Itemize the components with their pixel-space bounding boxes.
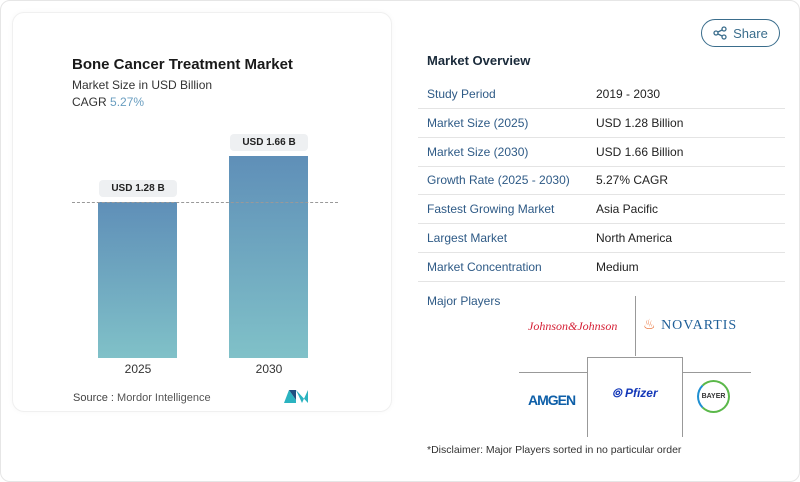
divider	[635, 296, 636, 356]
row-key: Fastest Growing Market	[427, 202, 555, 217]
row-value: North America	[596, 231, 673, 245]
bar-2030	[229, 156, 308, 358]
overview-row: Market Size (2025) USD 1.28 Billion	[418, 109, 785, 138]
share-button[interactable]: Share	[701, 19, 780, 47]
row-value: USD 1.28 Billion	[596, 115, 684, 130]
row-value: 2019 - 2030	[596, 87, 661, 101]
logo-pfizer: ⦾ Pfizer	[612, 386, 658, 400]
mordor-logo-icon	[284, 390, 308, 403]
row-value: USD 1.66 Billion	[596, 144, 684, 159]
cagr-value: 5.27%	[110, 95, 145, 109]
overview-row: Study Period 2019 - 2030	[418, 80, 785, 109]
row-key: Market Size (2025)	[427, 115, 529, 130]
data-label: USD 1.28 B	[99, 180, 177, 198]
row-value: Medium	[596, 259, 639, 274]
chart-subtitle: Market Size in USD Billion	[72, 78, 213, 92]
source: Source : Mordor Intelligence	[73, 392, 211, 404]
row-key: Market Concentration	[427, 259, 542, 274]
x-tick-label: 2030	[255, 362, 283, 376]
pfizer-icon: ⦾	[612, 386, 622, 400]
divider	[683, 372, 751, 373]
x-tick-label: 2025	[124, 362, 152, 376]
cagr-label: CAGR	[72, 95, 107, 109]
reference-line	[72, 202, 338, 203]
overview-title: Market Overview	[427, 53, 531, 68]
row-key: Largest Market	[427, 231, 508, 245]
logo-bayer: BAYER	[697, 380, 730, 413]
novartis-flame-icon: ♨	[643, 318, 657, 333]
chart-title: Bone Cancer Treatment Market	[72, 56, 293, 73]
data-label: USD 1.66 B	[230, 134, 308, 151]
logo-amgen: AMGEN	[528, 392, 576, 408]
logo-johnson: Johnson&Johnson	[528, 319, 618, 333]
row-key: Market Size (2030)	[427, 144, 529, 159]
row-value: 5.27% CAGR	[596, 173, 669, 188]
share-icon	[713, 26, 727, 40]
source-label: Source :	[73, 392, 114, 404]
logo-box	[587, 357, 683, 437]
divider	[519, 372, 587, 373]
overview-row: Largest Market North America	[418, 224, 785, 253]
share-label: Share	[733, 25, 768, 41]
overview-row: Market Size (2030) USD 1.66 Billion	[418, 138, 785, 167]
bar-2025	[98, 202, 177, 358]
chart-card	[12, 12, 392, 412]
logo-novartis: ♨ NOVARTIS	[643, 318, 738, 333]
row-key: Study Period	[427, 87, 496, 101]
row-key: Growth Rate (2025 - 2030)	[427, 173, 570, 188]
overview-row: Fastest Growing Market Asia Pacific	[418, 195, 785, 225]
source-name: Mordor Intelligence	[117, 392, 211, 404]
overview-row: Growth Rate (2025 - 2030) 5.27% CAGR	[418, 166, 785, 196]
overview-row: Market Concentration Medium	[418, 253, 785, 282]
cagr: CAGR 5.27%	[72, 95, 144, 109]
major-players-label: Major Players	[427, 294, 501, 308]
disclaimer: *Disclaimer: Major Players sorted in no …	[427, 444, 682, 456]
row-value: Asia Pacific	[596, 202, 659, 217]
